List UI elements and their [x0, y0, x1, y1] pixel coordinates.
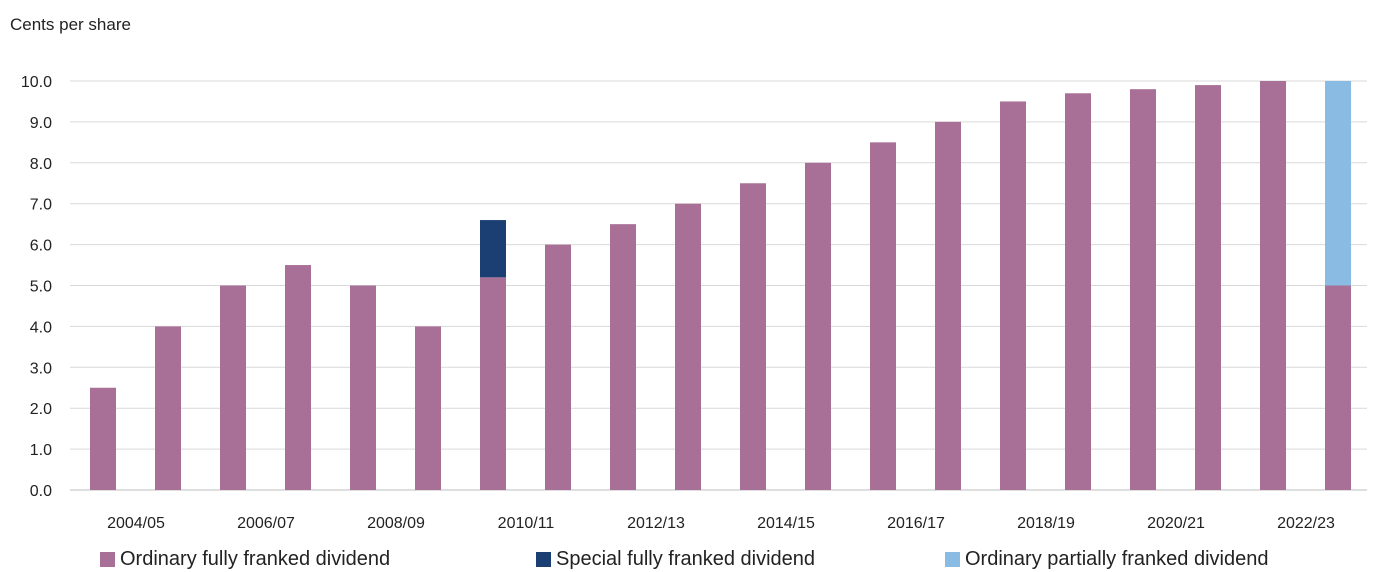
bar-2013-14-series-0: [740, 183, 766, 490]
y-tick-label: 2.0: [30, 401, 52, 418]
x-tick-labels: 2004/05 2006/07 2008/09 2010/11 2012/13 2014/…: [107, 515, 1335, 532]
x-tick-label: 2006/07: [237, 515, 295, 532]
x-tick-label: 2004/05: [107, 515, 165, 532]
y-tick-labels: 0.0 1.0 2.0 3.0 4.0 5.0 6.0 7.0 8.0 9.0 10.0: [21, 74, 52, 500]
bar-2008-09-series-0: [415, 326, 441, 490]
bar-2004-05-series-0: [155, 326, 181, 490]
x-tick-label: 2016/17: [887, 515, 945, 532]
bar-2017-18-series-0: [1000, 101, 1026, 490]
y-tick-label: 4.0: [30, 319, 52, 336]
legend-label-special-fully-franked: Special fully franked dividend: [556, 548, 816, 570]
x-tick-label: 2022/23: [1277, 515, 1335, 532]
bar-2014-15-series-0: [805, 162, 831, 491]
bar-2018-19-series-0: [1065, 93, 1091, 491]
x-tick-label: 2012/13: [627, 515, 685, 532]
bars: [90, 81, 1351, 491]
bar-2006-07-series-0: [285, 265, 311, 490]
y-tick-label: 0.0: [30, 483, 52, 500]
bar-2022-23-series-0: [1325, 285, 1351, 490]
legend-label-ordinary-partially-franked: Ordinary partially franked dividend: [965, 548, 1269, 570]
gridlines: [70, 80, 1367, 491]
bar-2009-10-series-0: [480, 277, 506, 490]
y-tick-label: 1.0: [30, 442, 52, 459]
x-tick-label: 2020/21: [1147, 515, 1205, 532]
bar-2022-23-series-2: [1325, 81, 1351, 286]
legend-item-ordinary-partially-franked: Ordinary partially franked dividend: [945, 548, 1269, 571]
legend-swatch-ordinary-fully-franked: [100, 552, 115, 567]
legend-item-ordinary-fully-franked: Ordinary fully franked dividend: [100, 548, 390, 571]
bar-2009-10-series-1: [480, 220, 506, 278]
y-tick-label: 7.0: [30, 197, 52, 214]
bar-2011-12-series-0: [610, 224, 636, 490]
legend-swatch-ordinary-partially-franked: [945, 552, 960, 567]
x-tick-label: 2010/11: [498, 515, 555, 532]
y-axis-title: Cents per share: [10, 15, 131, 34]
y-tick-label: 3.0: [30, 360, 52, 377]
y-tick-label: 9.0: [30, 115, 52, 132]
legend-swatch-special-fully-franked: [536, 552, 551, 567]
y-tick-label: 10.0: [21, 74, 52, 91]
bar-2003-04-series-0: [90, 387, 116, 490]
bar-2010-11-series-0: [545, 244, 571, 490]
bar-2012-13-series-0: [675, 203, 701, 490]
bar-2005-06-series-0: [220, 285, 246, 490]
x-tick-label: 2014/15: [757, 515, 815, 532]
bar-2015-16-series-0: [870, 142, 896, 490]
bar-2007-08-series-0: [350, 285, 376, 490]
x-tick-label: 2008/09: [367, 515, 425, 532]
y-tick-label: 5.0: [30, 279, 52, 296]
y-tick-label: 8.0: [30, 156, 52, 173]
y-tick-label: 6.0: [30, 238, 52, 255]
legend-item-special-fully-franked: Special fully franked dividend: [536, 548, 815, 571]
bar-2019-20-series-0: [1130, 89, 1156, 491]
bar-2020-21-series-0: [1195, 85, 1221, 490]
x-tick-label: 2018/19: [1017, 515, 1075, 532]
bar-2016-17-series-0: [935, 121, 961, 491]
legend-label-ordinary-fully-franked: Ordinary fully franked dividend: [120, 548, 391, 570]
legend: Ordinary fully franked dividend Special …: [100, 548, 1370, 572]
bar-2021-22-series-0: [1260, 81, 1286, 490]
